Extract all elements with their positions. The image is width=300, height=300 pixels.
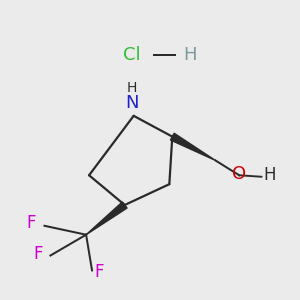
Text: Cl: Cl — [123, 46, 141, 64]
Text: H: H — [183, 46, 197, 64]
Text: F: F — [95, 263, 104, 281]
Text: N: N — [125, 94, 139, 112]
Text: F: F — [34, 245, 43, 263]
Text: H: H — [263, 166, 276, 184]
Polygon shape — [86, 202, 127, 235]
Text: O: O — [232, 165, 246, 183]
Polygon shape — [170, 133, 215, 160]
Text: H: H — [127, 81, 137, 94]
Text: F: F — [26, 214, 36, 232]
